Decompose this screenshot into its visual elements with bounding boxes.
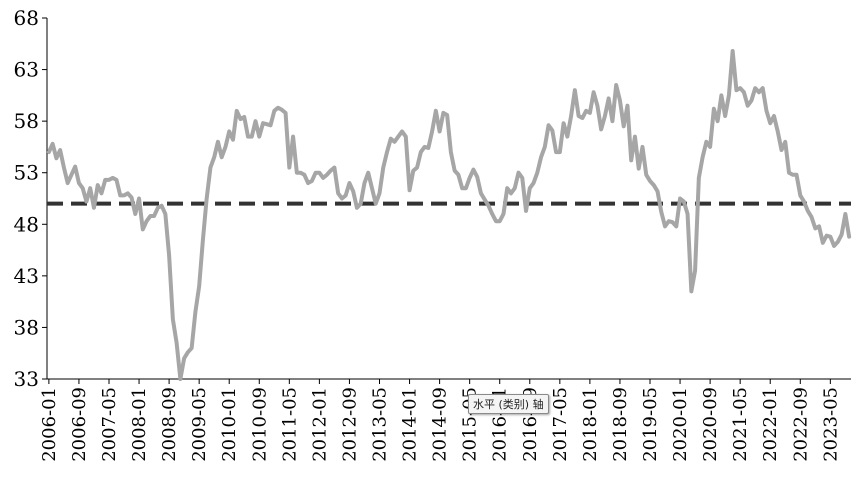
series-group xyxy=(46,49,852,381)
y-tick-label: 43 xyxy=(14,264,39,288)
x-tick-label: 2020-01 xyxy=(670,387,691,462)
x-tick-label: 2006-01 xyxy=(39,387,60,462)
x-tick-label: 2018-09 xyxy=(610,387,631,462)
x-tick-label: 2020-09 xyxy=(700,387,721,462)
y-axis: 33 38 43 48 53 58 63 68 xyxy=(14,6,48,391)
x-tick-label: 2012-09 xyxy=(339,387,360,462)
y-tick-label: 38 xyxy=(14,315,39,339)
x-tick-label: 2022-01 xyxy=(760,387,781,462)
y-tick-label: 33 xyxy=(14,367,39,391)
x-axis: 2006-01 2006-09 2007-05 2008-01 2008-09 2009-… xyxy=(39,378,851,462)
x-tick-label: 2007-05 xyxy=(99,387,120,462)
y-tick-label: 68 xyxy=(14,6,39,30)
axis-tooltip: 水平 (类别) 轴 xyxy=(468,394,549,414)
x-tick-label: 2014-09 xyxy=(430,387,451,462)
x-tick-label: 2006-09 xyxy=(69,387,90,462)
y-tick-label: 58 xyxy=(14,109,39,133)
series-line xyxy=(46,49,852,381)
x-tick-label: 2021-05 xyxy=(730,387,751,462)
x-tick-label: 2012-01 xyxy=(309,387,330,462)
x-tick-label: 2010-01 xyxy=(219,387,240,462)
x-tick-label: 2019-05 xyxy=(640,387,661,462)
x-tick-label: 2018-01 xyxy=(580,387,601,462)
x-tick-label: 2023-05 xyxy=(820,387,841,462)
y-tick-label: 53 xyxy=(14,161,39,185)
x-tick-label: 2014-01 xyxy=(400,387,421,462)
x-tick-label: 2013-05 xyxy=(369,387,390,462)
x-tick-label: 2010-09 xyxy=(249,387,270,462)
y-tick-label: 63 xyxy=(14,58,39,82)
x-tick-label: 2008-09 xyxy=(159,387,180,462)
y-tick-label: 48 xyxy=(14,212,39,236)
x-tick-label: 2017-05 xyxy=(550,387,571,462)
x-tick-label: 2008-01 xyxy=(129,387,150,462)
x-tick-label: 2022-09 xyxy=(790,387,811,462)
x-tick-label: 2009-05 xyxy=(189,387,210,462)
x-tick-label: 2011-05 xyxy=(279,387,300,462)
